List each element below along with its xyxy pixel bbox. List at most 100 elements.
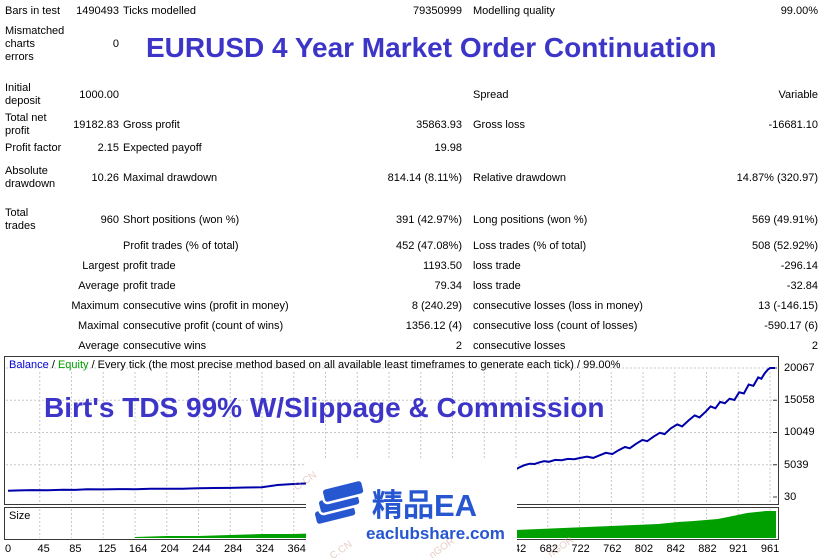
balance-line [7, 367, 775, 492]
x-axis-label: 45 [37, 543, 50, 555]
x-axis-label: 961 [760, 543, 780, 555]
stat-value: -32.84 [786, 280, 818, 292]
legend-part: Balance [9, 359, 49, 371]
stats-row: Bars in test 1490493 Ticks modelled 7935099… [5, 5, 818, 18]
stat-value: 14.87% (320.97) [736, 171, 818, 184]
stat-label: Relative drawdown [473, 171, 566, 184]
stat-value: 13 (-146.15) [758, 300, 818, 312]
stats-row: Total net profit 19182.83 Gross profit 3586… [5, 112, 818, 138]
stat-label: Profit factor [5, 142, 62, 154]
x-axis-label: 802 [634, 543, 654, 555]
stat-value: 0 [112, 38, 119, 50]
stat-value: 508 (52.92%) [751, 240, 818, 252]
stat-value: 79350999 [413, 5, 462, 17]
stat-value: Average [78, 280, 119, 292]
stat-label: Bars in test [5, 5, 61, 17]
stat-label: Spread [473, 88, 509, 101]
x-axis-label: 164 [128, 543, 148, 555]
stat-value: 569 (49.91%) [751, 213, 818, 226]
x-axis-label: 125 [97, 543, 117, 555]
y-axis-label: 30 [784, 491, 797, 503]
x-axis-label: 85 [69, 543, 82, 555]
stat-label: Long positions (won %) [473, 213, 588, 226]
legend-part: Equity [57, 359, 89, 371]
watermark-brand: 精品EA [372, 488, 478, 523]
x-axis-label: 842 [666, 543, 685, 555]
stat-label: loss trade [473, 280, 521, 292]
stat-value: 19.98 [434, 142, 462, 154]
stat-value: 2.15 [97, 142, 119, 154]
stat-label: Absolute drawdown [5, 165, 56, 190]
stat-value: -296.14 [780, 260, 818, 272]
stat-label: consecutive wins [123, 340, 207, 352]
x-axis-label: 364 [287, 543, 306, 555]
stat-value: Maximal [78, 320, 119, 332]
stats-row: Total trades 960 Short positions (won %) 39… [5, 207, 818, 233]
stat-value: Variable [778, 88, 818, 101]
stats-row: Maximum consecutive wins (profit in money… [5, 300, 818, 313]
stat-value: 2 [455, 340, 462, 352]
stat-label: consecutive loss (count of losses) [473, 320, 638, 332]
stats-row: Mismatched charts errors 0 [5, 25, 818, 64]
stat-value: 19182.83 [73, 118, 119, 131]
stat-label: Mismatched charts errors [5, 25, 65, 63]
size-panel-label: Size [9, 510, 31, 522]
x-axis-label: 204 [160, 543, 179, 555]
stat-value: 960 [100, 213, 119, 226]
stats-row: Profit trades (% of total) 452 (47.08%) Lo… [5, 240, 818, 253]
stat-value: 1000.00 [79, 88, 119, 101]
stat-value: Average [78, 340, 119, 352]
stats-row: Average profit trade 79.34 loss trade -32.84 [5, 280, 818, 293]
stat-value: 35863.93 [416, 118, 462, 131]
stats-row: Initial deposit 1000.00 Spread Variable [5, 82, 818, 108]
stats-row: Largest profit trade 1193.50 loss trade -296… [5, 260, 818, 273]
y-axis-label: 20067 [784, 362, 815, 374]
stat-value: 2 [811, 340, 818, 352]
stat-value: 814.14 (8.11%) [387, 171, 462, 184]
eaclubshare-logo-icon [312, 478, 366, 527]
stat-label: loss trade [473, 260, 521, 272]
x-axis-label: 0 [4, 543, 12, 555]
balance-chart-canvas [6, 367, 777, 503]
stat-value: -590.17 (6) [764, 320, 818, 332]
x-axis-label: 682 [539, 543, 558, 555]
stats-table: Bars in test 1490493 Ticks modelled 7935099… [5, 5, 818, 353]
stat-label: consecutive profit (count of wins) [123, 320, 284, 332]
stat-value: 1193.50 [423, 260, 462, 272]
stat-value: 391 (42.97%) [395, 213, 462, 226]
x-axis-label: 762 [603, 543, 622, 555]
stat-label: Ticks modelled [123, 5, 196, 17]
stat-value: 1490493 [76, 5, 119, 17]
x-axis-label: 882 [698, 543, 717, 555]
stat-label: Loss trades (% of total) [473, 240, 587, 252]
y-axis-label: 5039 [784, 458, 809, 471]
stat-label: profit trade [123, 280, 176, 292]
report-title: EURUSD 4 Year Market Order Continuation [146, 32, 717, 63]
stat-value: 1356.12 (4) [405, 320, 462, 332]
y-axis-label: 10049 [784, 426, 815, 439]
stat-label: Gross loss [473, 118, 525, 131]
legend-part: / Every tick (the most precise method ba… [88, 359, 621, 371]
chart-title: Birt's TDS 99% W/Slippage & Commission [44, 392, 605, 423]
stat-label: Modelling quality [473, 5, 555, 17]
chart-legend: Balance / Equity / Every tick (the most … [9, 359, 620, 371]
stat-value: Largest [82, 260, 119, 272]
stat-value: 79.34 [434, 280, 462, 292]
watermark-box: 精品EA eaclubshare.com [306, 458, 517, 560]
stat-value: -16681.10 [768, 118, 818, 131]
stat-label: consecutive losses [473, 340, 566, 352]
stats-row: Absolute drawdown 10.26 Maximal drawdown 81… [5, 165, 818, 191]
stat-label: Maximal drawdown [123, 171, 218, 184]
stat-value: 10.26 [91, 171, 119, 184]
x-axis-label: 921 [729, 543, 748, 555]
x-axis-label: 244 [192, 543, 211, 555]
x-axis-label: 324 [255, 543, 275, 555]
x-axis-label: 284 [224, 543, 243, 555]
stat-label: Total net profit [5, 112, 47, 137]
stat-value: Maximum [71, 300, 119, 312]
stat-label: consecutive losses (loss in money) [473, 300, 643, 312]
stat-label: Total trades [5, 207, 36, 232]
y-axis-label: 15058 [784, 394, 815, 407]
stat-label: Profit trades (% of total) [123, 240, 239, 252]
